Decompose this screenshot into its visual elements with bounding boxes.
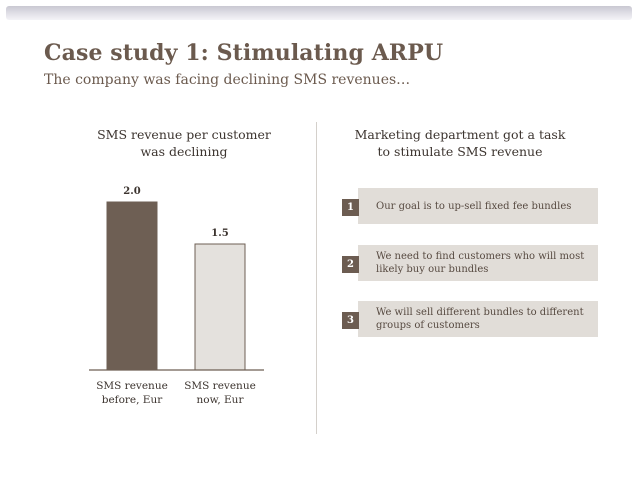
chart-heading-line: SMS revenue per customer xyxy=(97,127,271,142)
step-item-3: 3 We will sell different bundles to diff… xyxy=(342,301,598,337)
task-heading: Marketing department got a task to stimu… xyxy=(350,126,570,160)
category-label-line: SMS revenue xyxy=(96,380,168,392)
step-text-line: likely buy our bundles xyxy=(376,264,489,275)
bar-2 xyxy=(194,243,246,371)
step-box xyxy=(358,245,598,281)
step-number-badge: 2 xyxy=(342,256,359,273)
step-number-badge: 3 xyxy=(342,312,359,329)
step-text-line: We need to find customers who will most xyxy=(376,251,585,262)
bar-value-label: 1.5 xyxy=(211,228,229,239)
chart-canvas xyxy=(89,201,264,371)
category-label-line: now, Eur xyxy=(196,394,244,406)
revenue-bar-chart: 2.0 SMS revenue before, Eur 1.5 SMS revenue n… xyxy=(84,180,284,410)
step-text: We need to find customers who will most … xyxy=(376,245,590,281)
task-heading-line: Marketing department got a task xyxy=(354,127,566,142)
step-text-line: Our goal is to up-sell fixed fee bundles xyxy=(376,200,572,212)
header-bar xyxy=(6,6,632,20)
task-heading-line: to stimulate SMS revenue xyxy=(377,144,543,159)
chart-heading-line: was declining xyxy=(140,144,228,159)
step-text: Our goal is to up-sell fixed fee bundles xyxy=(376,188,590,224)
panel-divider xyxy=(316,122,317,434)
step-item-1: 1 Our goal is to up-sell fixed fee bundl… xyxy=(342,188,598,224)
step-text-line: groups of customers xyxy=(376,320,480,331)
step-text-line: We will sell different bundles to differ… xyxy=(376,307,584,318)
step-item-2: 2 We need to find customers who will mos… xyxy=(342,245,598,281)
category-label-line: SMS revenue xyxy=(184,380,256,392)
chart-heading: SMS revenue per customer was declining xyxy=(84,126,284,160)
slide-title: Case study 1: Stimulating ARPU xyxy=(44,40,444,66)
category-label: SMS revenue before, Eur xyxy=(92,379,172,407)
step-text: We will sell different bundles to differ… xyxy=(376,301,590,337)
category-label-line: before, Eur xyxy=(101,394,163,406)
slide-subtitle: The company was facing declining SMS rev… xyxy=(44,72,411,88)
bar-value-label: 2.0 xyxy=(123,186,141,197)
step-box xyxy=(358,301,598,337)
category-label: SMS revenue now, Eur xyxy=(180,379,260,407)
bar-1 xyxy=(106,201,158,371)
step-number-badge: 1 xyxy=(342,199,359,216)
step-box xyxy=(358,188,598,224)
